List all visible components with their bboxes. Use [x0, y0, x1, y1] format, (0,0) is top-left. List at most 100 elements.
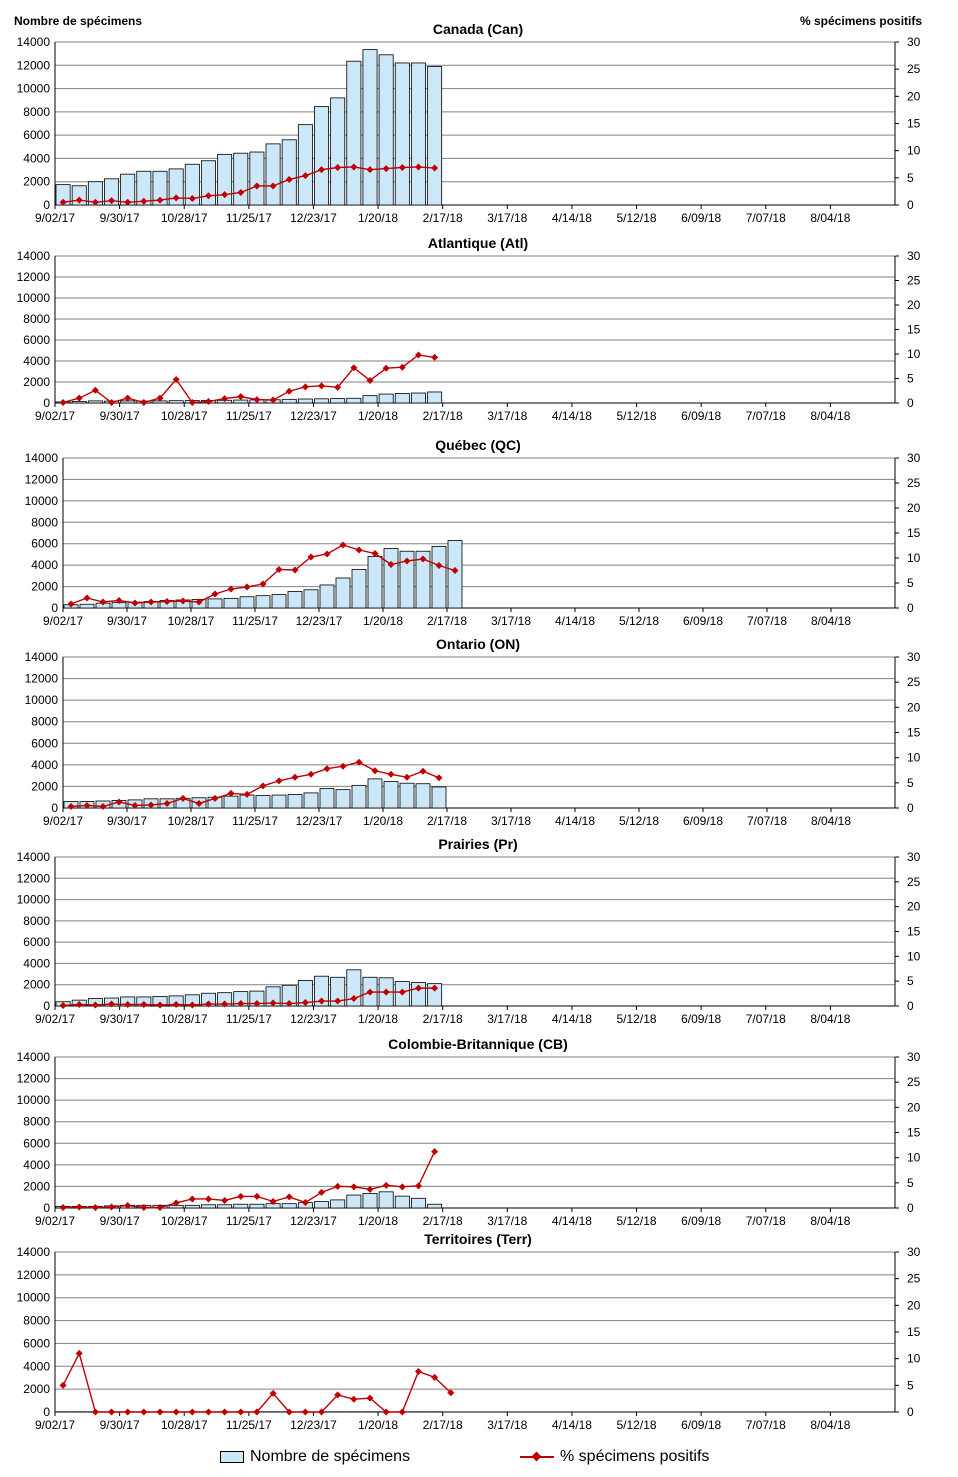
line-point	[291, 773, 299, 781]
y-right-tick-label: 20	[907, 1100, 921, 1114]
bar	[249, 1203, 265, 1209]
line-point	[204, 1408, 212, 1416]
line-point	[253, 182, 261, 190]
line-point	[91, 1001, 99, 1009]
bar	[303, 589, 319, 609]
y-right-tick-label: 30	[907, 249, 921, 263]
plot-area	[54, 856, 896, 1007]
y-left-tick-label: 2000	[31, 779, 58, 793]
line-point	[301, 1408, 309, 1416]
x-tick-label: 11/25/17	[226, 211, 272, 225]
bar	[297, 398, 313, 404]
y-right-tick-label: 25	[907, 274, 921, 288]
line-point	[221, 191, 229, 199]
chart-panel: 0 2000 4000 6000 8000 10000 12000 14000 0 5 10 15 20…	[17, 1231, 921, 1432]
bar	[200, 160, 216, 206]
bar	[249, 151, 265, 206]
chart-panel: 0 2000 4000 6000 8000 10000 12000 14000 0 5 10 15 20…	[17, 836, 921, 1026]
line-point	[253, 1000, 261, 1008]
bar	[319, 788, 335, 809]
x-tick-label: 11/25/17	[226, 1214, 272, 1228]
bar	[383, 781, 399, 809]
bar	[200, 1204, 216, 1209]
line-point	[275, 566, 283, 573]
x-tick-label: 7/07/18	[746, 409, 786, 423]
x-tick-label: 9/02/17	[43, 614, 83, 628]
line-point	[163, 799, 171, 807]
bar	[287, 590, 303, 609]
x-tick-label: 6/09/18	[683, 614, 723, 628]
x-tick-label: 1/20/18	[363, 614, 403, 628]
chart-title: Prairies (Pr)	[438, 836, 517, 852]
y-right-tick-label: 0	[907, 1405, 914, 1419]
chart-panel: 0 2000 4000 6000 8000 10000 12000 14000 0 5 10 15 20…	[17, 1036, 921, 1228]
line-point	[403, 557, 411, 565]
x-tick-label: 3/17/18	[491, 614, 531, 628]
right-axis-header: % spécimens positifs	[800, 14, 923, 28]
line-point	[259, 782, 267, 790]
bar	[233, 399, 249, 404]
y-right-tick-label: 30	[907, 650, 921, 664]
y-right-tick-label: 25	[907, 62, 921, 76]
y-right-tick-label: 5	[907, 1176, 914, 1190]
x-tick-label: 2/17/18	[423, 1012, 463, 1026]
line-point	[124, 1001, 132, 1009]
y-left-tick-label: 8000	[23, 312, 50, 326]
y-left-tick-label: 6000	[31, 537, 58, 551]
y-right-tick-label: 30	[907, 850, 921, 864]
y-left-tick-label: 0	[51, 801, 58, 815]
x-tick-label: 4/14/18	[555, 814, 595, 828]
line-point	[59, 1203, 67, 1211]
line-point	[124, 198, 132, 206]
x-tick-label: 10/28/17	[161, 409, 208, 423]
line-point	[350, 995, 358, 1003]
x-tick-label: 9/30/17	[100, 409, 140, 423]
line-point	[447, 1389, 455, 1397]
bar	[427, 1203, 443, 1209]
y-left-tick-label: 0	[43, 1405, 50, 1419]
y-right-tick-label: 5	[907, 372, 914, 386]
line-point	[237, 1408, 245, 1416]
bar	[431, 545, 447, 609]
line-point	[350, 1395, 358, 1403]
line-point	[91, 386, 99, 394]
x-tick-label: 11/25/17	[226, 409, 272, 423]
x-tick-label: 9/02/17	[35, 1214, 75, 1228]
x-tick-label: 1/20/18	[358, 1214, 398, 1228]
x-tick-label: 9/30/17	[107, 614, 147, 628]
y-left-tick-label: 2000	[23, 1179, 50, 1193]
line-point	[318, 1188, 326, 1196]
line-point	[172, 1001, 180, 1009]
line-point	[99, 598, 107, 606]
line-point	[204, 398, 212, 406]
x-tick-label: 4/14/18	[552, 1418, 592, 1432]
bar	[399, 782, 415, 809]
line-point	[371, 767, 379, 775]
x-tick-label: 10/28/17	[161, 211, 208, 225]
line-point	[131, 801, 139, 809]
y-right-tick-label: 20	[907, 1298, 921, 1312]
line-point	[179, 597, 187, 605]
x-tick-label: 2/17/18	[427, 814, 467, 828]
bar	[314, 106, 330, 206]
y-right-tick-label: 10	[907, 751, 921, 765]
bar	[378, 393, 394, 404]
plot-area	[54, 1056, 896, 1209]
plot-area	[62, 656, 896, 809]
x-tick-label: 1/20/18	[358, 409, 398, 423]
bar	[335, 577, 351, 609]
x-tick-label: 10/28/17	[161, 1214, 208, 1228]
x-tick-label: 10/28/17	[161, 1418, 208, 1432]
x-tick-label: 11/25/17	[232, 814, 278, 828]
line-point	[108, 1000, 116, 1008]
line-point	[237, 1192, 245, 1200]
bar	[233, 1203, 249, 1209]
x-tick-label: 12/23/17	[290, 1214, 337, 1228]
line-point	[221, 1000, 229, 1008]
line-point	[67, 802, 75, 810]
line-point	[163, 598, 171, 605]
chart-title: Ontario (ON)	[436, 636, 520, 652]
line-point	[124, 1408, 132, 1416]
y-left-tick-label: 2000	[23, 375, 50, 389]
